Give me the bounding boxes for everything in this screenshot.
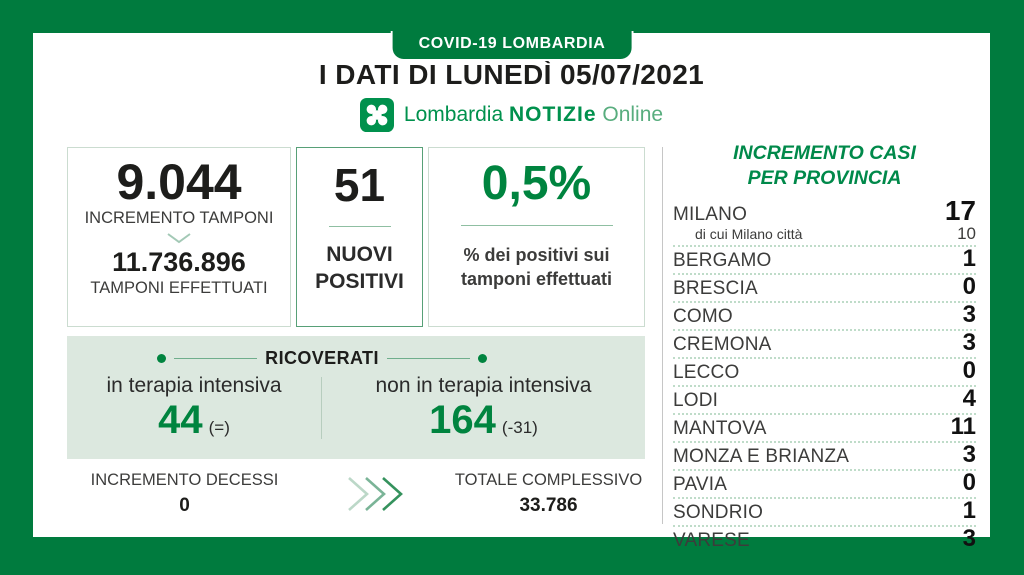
bullet-dot-icon: [157, 354, 166, 363]
main-content: 9.044 INCREMENTO TAMPONI 11.736.896 TAMP…: [33, 142, 990, 553]
terapia-intensiva-value-row: 44 (=): [67, 399, 321, 441]
terapia-intensiva-delta: (=): [208, 418, 230, 437]
province-sub-name: di cui Milano città: [695, 225, 803, 242]
tamponi-box: 9.044 INCREMENTO TAMPONI 11.736.896 TAMP…: [67, 147, 291, 327]
vertical-divider: [321, 377, 322, 439]
decessi-value: 0: [179, 495, 190, 516]
non-terapia-intensiva-value: 164: [429, 398, 496, 442]
ricoverati-header: RICOVERATI: [157, 348, 488, 369]
province-name: PAVIA: [673, 473, 728, 495]
logo-text: Lombardia NOTIZIe Online: [404, 103, 663, 127]
column-divider: [662, 147, 663, 524]
province-row-como: COMO 3: [673, 300, 976, 331]
triple-chevron-icon: [302, 471, 452, 515]
lombardia-notizie-logo: Lombardia NOTIZIe Online: [33, 98, 990, 132]
totale-block: TOTALE COMPLESSIVO 33.786: [452, 471, 645, 517]
province-value: 1: [962, 244, 976, 272]
province-value: 4: [962, 384, 976, 412]
province-value: 17: [944, 194, 976, 226]
percentuale-value: 0,5%: [481, 157, 592, 210]
totale-value: 33.786: [519, 495, 578, 516]
divider-line: [328, 226, 391, 228]
province-name: BRESCIA: [673, 277, 758, 299]
province-name: VARESE: [673, 529, 750, 551]
non-terapia-intensiva-label: non in terapia intensiva: [375, 374, 592, 397]
percentuale-box: 0,5% % dei positivi sui tamponi effettua…: [428, 147, 645, 327]
province-row-pavia: PAVIA 0: [673, 468, 976, 499]
totale-label: TOTALE COMPLESSIVO: [454, 471, 643, 489]
non-terapia-intensiva-block: non in terapia intensiva 164 (-31): [322, 374, 645, 441]
province-name: MILANO: [673, 203, 748, 225]
province-row-cremona: CREMONA 3: [673, 328, 976, 359]
province-title: INCREMENTO CASI PER PROVINCIA: [733, 142, 916, 190]
rosa-camuna-icon: [359, 98, 394, 132]
province-value: 11: [950, 412, 976, 440]
province-sub-value: 10: [957, 223, 976, 243]
tamponi-increment-value: 9.044: [116, 154, 242, 210]
province-value: 3: [962, 328, 976, 356]
province-name: MONZA E BRIANZA: [673, 445, 850, 467]
content-panel: I DATI DI LUNEDÌ 05/07/2021 Lombardia NO…: [33, 33, 990, 551]
province-name: LECCO: [673, 361, 740, 383]
province-value: 3: [962, 300, 976, 328]
tamponi-total-label: TAMPONI EFFETTUATI: [90, 278, 268, 297]
province-name: SONDRIO: [673, 501, 764, 523]
chevron-down-icon: [68, 232, 290, 246]
logo-region: Lombardia: [403, 103, 504, 126]
province-value: 3: [962, 440, 976, 468]
ricoverati-columns: in terapia intensiva 44 (=) non in terapi…: [67, 374, 645, 441]
nuovi-positivi-box: 51 NUOVI POSITIVI: [296, 147, 423, 327]
province-name: COMO: [673, 305, 733, 327]
terapia-intensiva-value: 44: [158, 398, 203, 442]
covid-lombardia-badge: COVID-19 LOMBARDIA: [390, 31, 634, 61]
non-terapia-intensiva-delta: (-31): [501, 418, 538, 437]
province-value: 3: [962, 524, 976, 552]
province-name: LODI: [673, 389, 719, 411]
percentuale-label: % dei positivi sui tamponi effettuati: [461, 245, 612, 289]
terapia-intensiva-label: in terapia intensiva: [106, 374, 282, 397]
province-name: CREMONA: [673, 333, 772, 355]
stat-boxes: 9.044 INCREMENTO TAMPONI 11.736.896 TAMP…: [67, 147, 645, 327]
province-value: 0: [962, 468, 976, 496]
header-line: [174, 358, 258, 359]
province-value: 1: [962, 496, 976, 524]
tamponi-increment-label: INCREMENTO TAMPONI: [84, 209, 274, 227]
logo-online: Online: [602, 103, 664, 126]
province-value: 0: [962, 356, 976, 384]
terapia-intensiva-block: in terapia intensiva 44 (=): [67, 374, 321, 441]
page-title: I DATI DI LUNEDÌ 05/07/2021: [318, 59, 705, 90]
province-sub-row: di cui Milano città 10: [673, 224, 976, 244]
province-row-milano: MILANO 17 di cui Milano città 10: [673, 194, 976, 247]
province-row-brescia: BRESCIA 0: [673, 272, 976, 303]
bullet-dot-icon: [478, 354, 488, 363]
province-row-varese: VARESE 3: [673, 524, 976, 553]
province-row-monza-e-brianza: MONZA E BRIANZA 3: [673, 440, 976, 471]
province-row-lodi: LODI 4: [673, 384, 976, 415]
header-line: [386, 358, 471, 359]
province-name: MANTOVA: [673, 417, 767, 439]
logo-notizie: NOTIZIe: [509, 103, 597, 126]
decessi-label: INCREMENTO DECESSI: [90, 471, 279, 489]
province-row-lecco: LECCO 0: [673, 356, 976, 387]
footer-row: INCREMENTO DECESSI 0 TOTALE COMPLESSIVO …: [67, 471, 645, 517]
non-terapia-intensiva-value-row: 164 (-31): [322, 399, 645, 441]
province-name: BERGAMO: [673, 249, 772, 271]
ricoverati-title: RICOVERATI: [265, 348, 379, 368]
province-column: INCREMENTO CASI PER PROVINCIA MILANO 17 …: [663, 141, 990, 553]
province-row-mantova: MANTOVA 11: [673, 412, 976, 443]
divider-line: [460, 225, 613, 227]
tamponi-total-value: 11.736.896: [112, 247, 246, 277]
province-row-bergamo: BERGAMO 1: [673, 244, 976, 275]
province-value: 0: [962, 272, 976, 300]
province-row-sondrio: SONDRIO 1: [673, 496, 976, 527]
ricoverati-band: RICOVERATI in terapia intensiva 44 (=): [67, 336, 645, 459]
nuovi-positivi-label: NUOVI POSITIVI: [315, 243, 404, 293]
nuovi-positivi-value: 51: [333, 159, 386, 211]
statistics-column: 9.044 INCREMENTO TAMPONI 11.736.896 TAMP…: [67, 147, 645, 553]
decessi-block: INCREMENTO DECESSI 0: [67, 471, 302, 517]
